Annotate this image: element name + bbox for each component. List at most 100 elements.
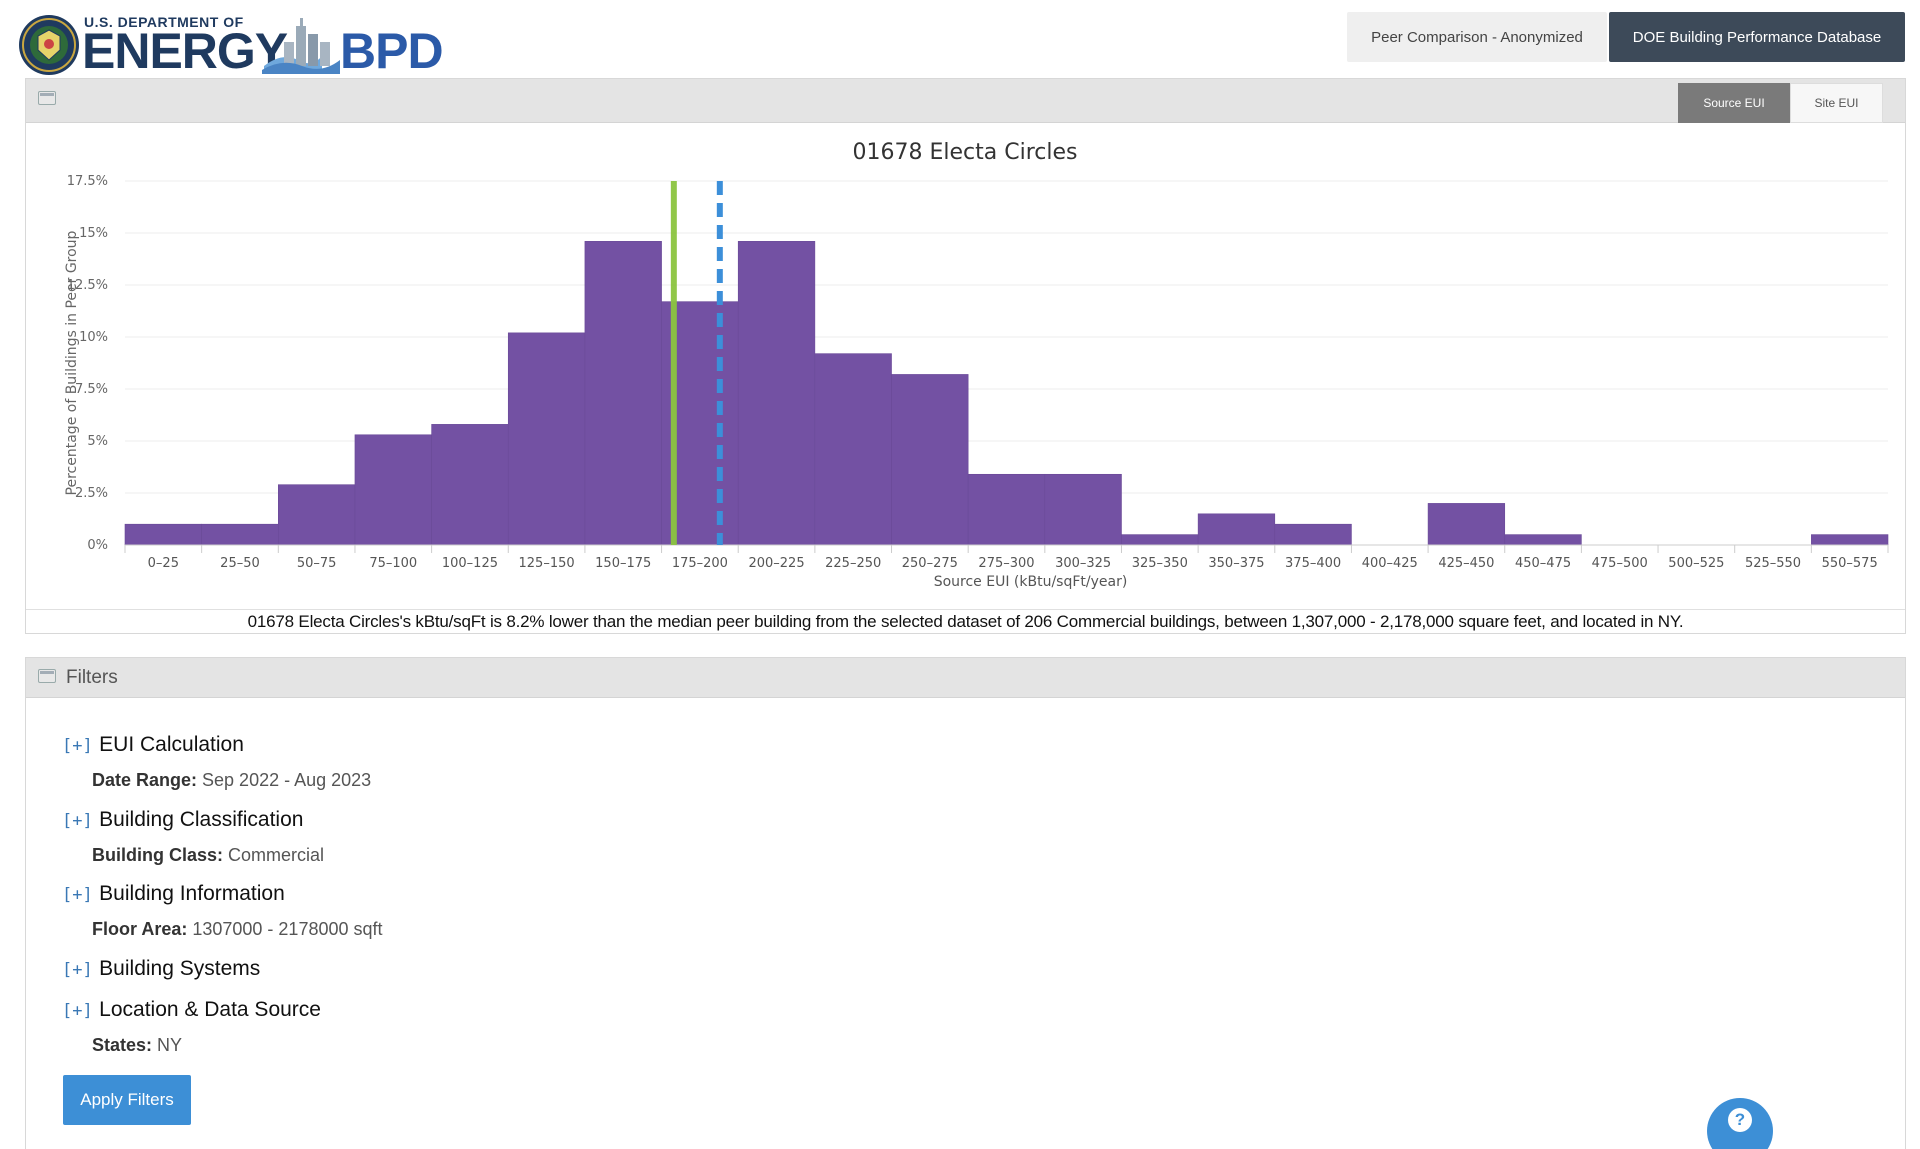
filter-section-building-classification[interactable]: [+] Building Classification (62, 808, 303, 832)
logo-doe-text: U.S. DEPARTMENT OF (84, 14, 244, 30)
histogram-bar (1427, 503, 1506, 546)
filter-section-title[interactable]: Location & Data Source (99, 998, 321, 1021)
x-tick-label: 475–500 (1592, 556, 1648, 571)
chart-title: 01678 Electa Circles (853, 140, 1078, 165)
x-tick-label: 525–550 (1745, 556, 1801, 571)
x-tick-label: 425–450 (1438, 556, 1494, 571)
doe-bpd-logo[interactable]: U.S. DEPARTMENT OF ENERGY BPD (18, 12, 448, 79)
expand-icon[interactable]: [+] (62, 1001, 93, 1021)
site-eui-toggle[interactable]: Site EUI (1790, 83, 1883, 123)
histogram-bar (507, 332, 586, 546)
x-axis-label: Source EUI (kBtu/sqFt/year) (934, 574, 1128, 590)
filters-collapse-icon[interactable] (38, 669, 56, 683)
filter-detail-states: States: NY (92, 1035, 182, 1056)
filter-detail-label: Building Class: (92, 845, 224, 865)
chart-panel-header: Source EUI Site EUI (26, 79, 1905, 123)
x-tick-label: 200–225 (748, 556, 804, 571)
x-tick-label: 225–250 (825, 556, 881, 571)
histogram-bar (814, 353, 892, 546)
help-button[interactable]: ? (1707, 1098, 1773, 1149)
histogram-bar (354, 434, 432, 546)
filter-detail-value: Sep 2022 - Aug 2023 (197, 770, 372, 790)
x-tick-label: 300–325 (1055, 556, 1111, 571)
filter-detail-value: NY (152, 1035, 183, 1055)
filters-panel-header: Filters (26, 658, 1905, 698)
y-tick-label: 15% (79, 226, 108, 241)
y-tick-label: 7.5% (75, 382, 108, 397)
histogram-bar (431, 424, 509, 546)
filter-section-title[interactable]: Building Information (99, 882, 285, 905)
x-tick-label: 550–575 (1822, 556, 1878, 571)
histogram-bar (1044, 473, 1122, 546)
doe-seal-icon (19, 15, 79, 75)
filters-panel: Filters [+] EUI Calculation Date Range: … (25, 657, 1906, 1149)
y-tick-label: 0% (87, 538, 108, 553)
histogram-bar (1274, 523, 1352, 546)
filter-section-title[interactable]: Building Classification (99, 808, 304, 831)
filter-detail-building-class: Building Class: Commercial (92, 845, 324, 866)
filter-detail-label: Date Range: (92, 770, 198, 790)
y-tick-label: 5% (87, 434, 108, 449)
x-tick-label: 175–200 (672, 556, 728, 571)
filter-section-title[interactable]: EUI Calculation (99, 733, 244, 756)
logo-bpd-text: BPD (340, 23, 444, 79)
doe-bpd-tab[interactable]: DOE Building Performance Database (1609, 12, 1905, 62)
x-tick-label: 250–275 (902, 556, 958, 571)
peer-comparison-tab[interactable]: Peer Comparison - Anonymized (1347, 12, 1607, 62)
histogram-bar (1121, 534, 1199, 546)
x-tick-label: 150–175 (595, 556, 651, 571)
x-tick-label: 100–125 (442, 556, 498, 571)
filter-detail-label: Floor Area: (92, 919, 188, 939)
x-tick-label: 450–475 (1515, 556, 1571, 571)
histogram-bar (278, 484, 356, 546)
histogram-bar (737, 241, 816, 546)
histogram-bar (891, 374, 969, 546)
y-tick-label: 12.5% (67, 278, 108, 293)
y-axis-label: Percentage of Buildings in Peer Group (64, 230, 80, 495)
panel-collapse-icon[interactable] (38, 91, 56, 105)
histogram-bar (1811, 534, 1889, 546)
apply-filters-button[interactable]: Apply Filters (63, 1075, 191, 1125)
filters-title: Filters (66, 667, 118, 688)
filter-detail-date-range: Date Range: Sep 2022 - Aug 2023 (92, 770, 371, 791)
histogram-bar (584, 241, 662, 546)
x-tick-label: 75–100 (369, 556, 417, 571)
expand-icon[interactable]: [+] (62, 960, 93, 980)
filter-section-eui-calculation[interactable]: [+] EUI Calculation (62, 733, 244, 757)
x-tick-label: 50–75 (297, 556, 337, 571)
x-tick-label: 0–25 (148, 556, 179, 571)
eui-histogram-chart: 01678 Electa Circles 0% 2.5% 5% 7.5% 10% 12.5%… (64, 140, 1889, 590)
help-icon: ? (1728, 1108, 1752, 1132)
filter-detail-value: Commercial (223, 845, 325, 865)
histogram-bar (1197, 513, 1276, 546)
source-eui-toggle[interactable]: Source EUI (1678, 83, 1790, 123)
chart-panel: Source EUI Site EUI 01678 Electa Circles… (25, 78, 1906, 634)
x-tick-label: 325–350 (1132, 556, 1188, 571)
y-tick-label: 17.5% (67, 174, 108, 189)
x-tick-label: 350–375 (1208, 556, 1264, 571)
histogram-bar (124, 523, 202, 546)
filter-section-title[interactable]: Building Systems (99, 957, 261, 980)
top-header: U.S. DEPARTMENT OF ENERGY BPD Peer Compa… (0, 0, 1920, 78)
filter-section-location[interactable]: [+] Location & Data Source (62, 998, 321, 1022)
logo-energy-text: ENERGY (82, 23, 288, 79)
filter-detail-floor-area: Floor Area: 1307000 - 2178000 sqft (92, 919, 383, 940)
filter-detail-value: 1307000 - 2178000 sqft (187, 919, 383, 939)
x-tick-label: 125–150 (519, 556, 575, 571)
expand-icon[interactable]: [+] (62, 811, 93, 831)
filter-detail-label: States: (92, 1035, 153, 1055)
x-tick-label: 375–400 (1285, 556, 1341, 571)
x-tick-label: 25–50 (220, 556, 260, 571)
expand-icon[interactable]: [+] (62, 885, 93, 905)
comparison-summary: 01678 Electa Circles's kBtu/sqFt is 8.2%… (26, 609, 1905, 633)
x-tick-label: 500–525 (1668, 556, 1724, 571)
x-tick-label: 400–425 (1362, 556, 1418, 571)
histogram-bar (1504, 534, 1582, 546)
y-tick-label: 10% (79, 330, 108, 345)
filter-section-building-systems[interactable]: [+] Building Systems (62, 957, 260, 981)
histogram-bar (967, 473, 1046, 546)
x-tick-label: 275–300 (978, 556, 1034, 571)
expand-icon[interactable]: [+] (62, 736, 93, 756)
filter-section-building-information[interactable]: [+] Building Information (62, 882, 285, 906)
skyline-icon (262, 18, 340, 74)
